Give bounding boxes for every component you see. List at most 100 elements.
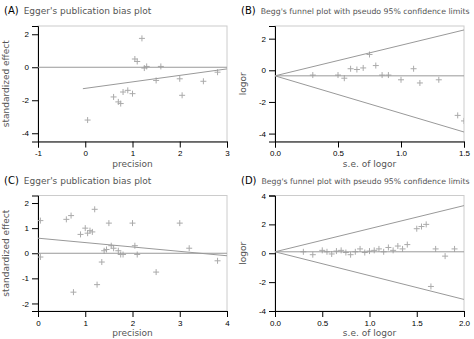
x-axis-tick-label: 1.0 [364,319,376,328]
scatter-point [130,220,136,226]
scatter-point [354,67,360,73]
scatter-point [417,80,423,86]
x-axis-tick-label: 3 [225,149,230,158]
y-axis-tick-label: 0 [25,63,30,72]
x-axis: 01234 [36,311,230,328]
x-axis-line [276,142,465,148]
y-axis-tick-mark [32,133,38,134]
reference-line [38,67,227,68]
y-axis-tick-label: 0 [262,249,267,258]
y-axis-tick: 0 [262,249,275,258]
scatter-point [461,118,464,124]
scatter-point [94,282,100,288]
y-axis-tick-mark [32,253,38,254]
x-axis-tick-label: 1 [84,319,89,328]
scatter-point [130,91,136,97]
y-axis-tick-label: -2 [22,300,30,309]
scatter-point [215,258,221,264]
y-axis-line [269,27,276,143]
scatter-point [348,252,354,258]
y-axis-tick-mark [32,34,38,35]
x-axis-tick: 1.5 [459,142,471,159]
x-axis-tick: 0.5 [333,142,345,159]
y-axis-tick: -2 [22,96,38,105]
scatter-point [134,58,140,64]
y-axis-tick-label: -4 [259,307,267,316]
scatter-point [38,254,43,260]
scatter-point [120,252,126,258]
x-axis-line [39,142,228,148]
scatter-point [139,35,145,41]
marks [38,206,227,295]
x-axis-title: precision [112,159,153,169]
x-axis-title: s.e. of logor [343,159,397,169]
y-axis-tick-mark [32,203,38,204]
y-axis-tick-mark [269,196,275,197]
subplot: (B)Begg's funnel plot with pseudo 95% co… [238,5,471,169]
scatter-point [310,252,316,258]
y-axis-tick-mark [269,70,275,71]
x-axis-tick-label: 1.0 [396,149,408,158]
subplot-title: Egger's publication bias plot [24,176,152,186]
x-axis-tick: 0 [36,311,41,328]
y-axis-tick: -1 [22,274,38,283]
scatter-point [436,77,442,83]
fit-line [38,238,227,256]
y-axis-tick-label: 0 [25,249,30,258]
y-axis-title: standardized effect [1,40,11,127]
scatter-point [200,78,206,84]
x-axis-tick-label: 0 [36,319,41,328]
y-axis-tick: -2 [259,98,275,107]
x-axis-tick-mark [370,311,371,317]
scatter-point [442,253,448,259]
subplot: (D)Begg's funnel plot with pseudo 95% co… [238,175,471,339]
x-axis-tick-mark [85,142,86,148]
y-axis-tick-mark [269,134,275,135]
x-axis-tick: -1 [35,142,43,159]
x-axis-tick-label: 1.5 [412,319,424,328]
x-axis-tick-label: 1 [131,149,136,158]
x-axis-tick-label: 0.5 [317,319,329,328]
marks [275,206,464,300]
y-axis-tick: 2 [262,220,275,229]
plot-area: 0.00.51.01.5-4-202s.e. of logorlogor [238,26,471,169]
fit-line [83,69,227,89]
x-axis-tick-label: 0.0 [270,319,282,328]
scatter-point [153,269,159,275]
y-axis-tick-label: -2 [259,98,267,107]
scatter-point [423,221,429,227]
scatter-point [179,92,185,98]
x-axis-tick: 1.5 [412,311,424,328]
x-axis-tick: 3 [178,311,183,328]
plot-area: -10123-4-202precisionstandardized effect [1,26,230,169]
y-axis-tick-label: -4 [22,129,30,138]
x-axis-tick: 2.0 [459,311,471,328]
scatter-point [362,250,368,256]
x-axis-tick: 1 [131,142,136,159]
y-axis-tick-mark [269,282,275,283]
scatter-point [433,246,439,252]
y-axis-tick-mark [269,253,275,254]
scatter-point [118,101,124,107]
scatter-point [428,283,434,289]
y-axis-tick-mark [269,39,275,40]
y-axis-tick-label: -1 [22,274,30,283]
x-axis-tick: 0.5 [317,311,329,328]
y-axis-tick: -2 [22,300,38,309]
scatter-point [177,76,183,82]
scatter-point [70,289,76,295]
plot-area: 01234-2-1012precisionstandardized effect [1,196,230,339]
y-axis-tick-label: -2 [259,278,267,287]
scatter-point [63,216,69,222]
x-axis-tick-mark [227,142,228,148]
x-axis-tick: 0 [84,142,89,159]
scatter-point [186,245,192,251]
x-axis-tick-label: 2 [131,319,136,328]
y-axis-tick: -4 [259,307,275,316]
scatter-point [398,77,404,83]
fit-line [275,252,464,300]
fit-line [275,206,464,252]
panel-label: (B) [241,5,256,16]
scatter-point [333,248,339,254]
scatter-point [134,252,140,258]
